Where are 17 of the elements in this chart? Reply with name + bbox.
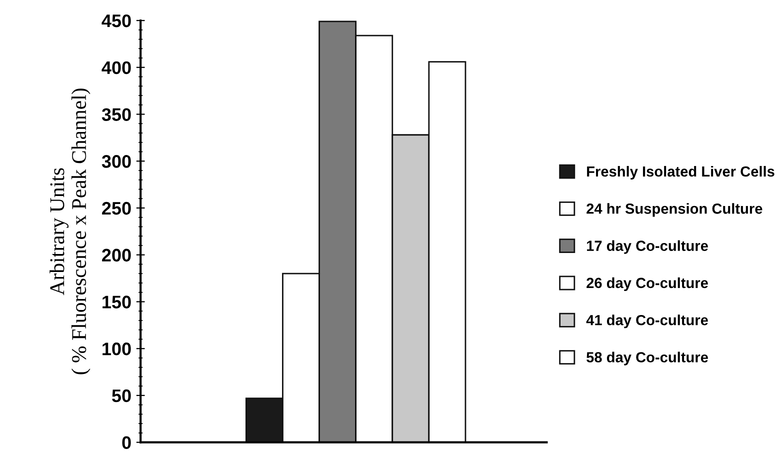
legend-label: Freshly Isolated Liver Cells xyxy=(587,166,774,180)
legend-label: 58 day Co-culture xyxy=(586,352,708,366)
legend-label: 41 day Co-culture xyxy=(586,314,708,328)
y-tick-label: 250 xyxy=(102,202,131,215)
y-tick-label: 200 xyxy=(102,248,131,262)
legend-label: 26 day Co-culture xyxy=(586,277,708,292)
legend-label: 17 day Co-culture xyxy=(586,240,708,254)
legend-label: 24 hr Suspension Culture xyxy=(586,203,762,217)
y-tick-label: 100 xyxy=(102,342,131,356)
y-axis-title: Arbitrary Units ( % Fluorescence x Peak Channel) xyxy=(50,88,90,374)
y-tick-label: 400 xyxy=(102,61,131,74)
y-tick-label: 50 xyxy=(112,389,131,402)
y-tick-label: 350 xyxy=(102,108,131,121)
y-tick-label: 300 xyxy=(102,155,131,168)
y-tick-label: 150 xyxy=(102,296,131,308)
y-tick-label: 450 xyxy=(102,14,131,28)
y-tick-label: 0 xyxy=(122,436,131,450)
